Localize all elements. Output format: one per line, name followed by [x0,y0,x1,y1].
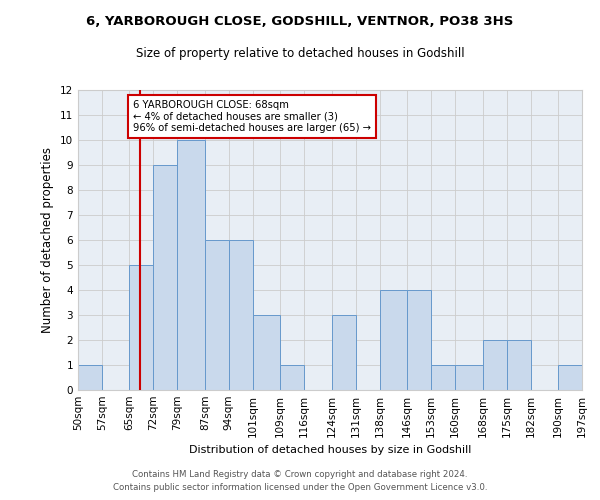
Bar [407,290,431,390]
Text: Contains HM Land Registry data © Crown copyright and database right 2024.
Contai: Contains HM Land Registry data © Crown c… [113,470,487,492]
Bar [332,315,356,390]
Bar [130,265,154,390]
Bar [154,165,178,390]
Bar [482,340,506,390]
Y-axis label: Number of detached properties: Number of detached properties [41,147,55,333]
Bar [506,340,530,390]
Bar [455,365,482,390]
Bar [78,365,102,390]
Bar [380,290,407,390]
Bar [253,315,280,390]
Text: 6 YARBOROUGH CLOSE: 68sqm
← 4% of detached houses are smaller (3)
96% of semi-de: 6 YARBOROUGH CLOSE: 68sqm ← 4% of detach… [133,100,371,133]
Bar [229,240,253,390]
Bar [558,365,582,390]
Bar [178,140,205,390]
Bar [280,365,304,390]
Bar [431,365,455,390]
X-axis label: Distribution of detached houses by size in Godshill: Distribution of detached houses by size … [189,446,471,456]
Bar [205,240,229,390]
Text: 6, YARBOROUGH CLOSE, GODSHILL, VENTNOR, PO38 3HS: 6, YARBOROUGH CLOSE, GODSHILL, VENTNOR, … [86,15,514,28]
Text: Size of property relative to detached houses in Godshill: Size of property relative to detached ho… [136,48,464,60]
